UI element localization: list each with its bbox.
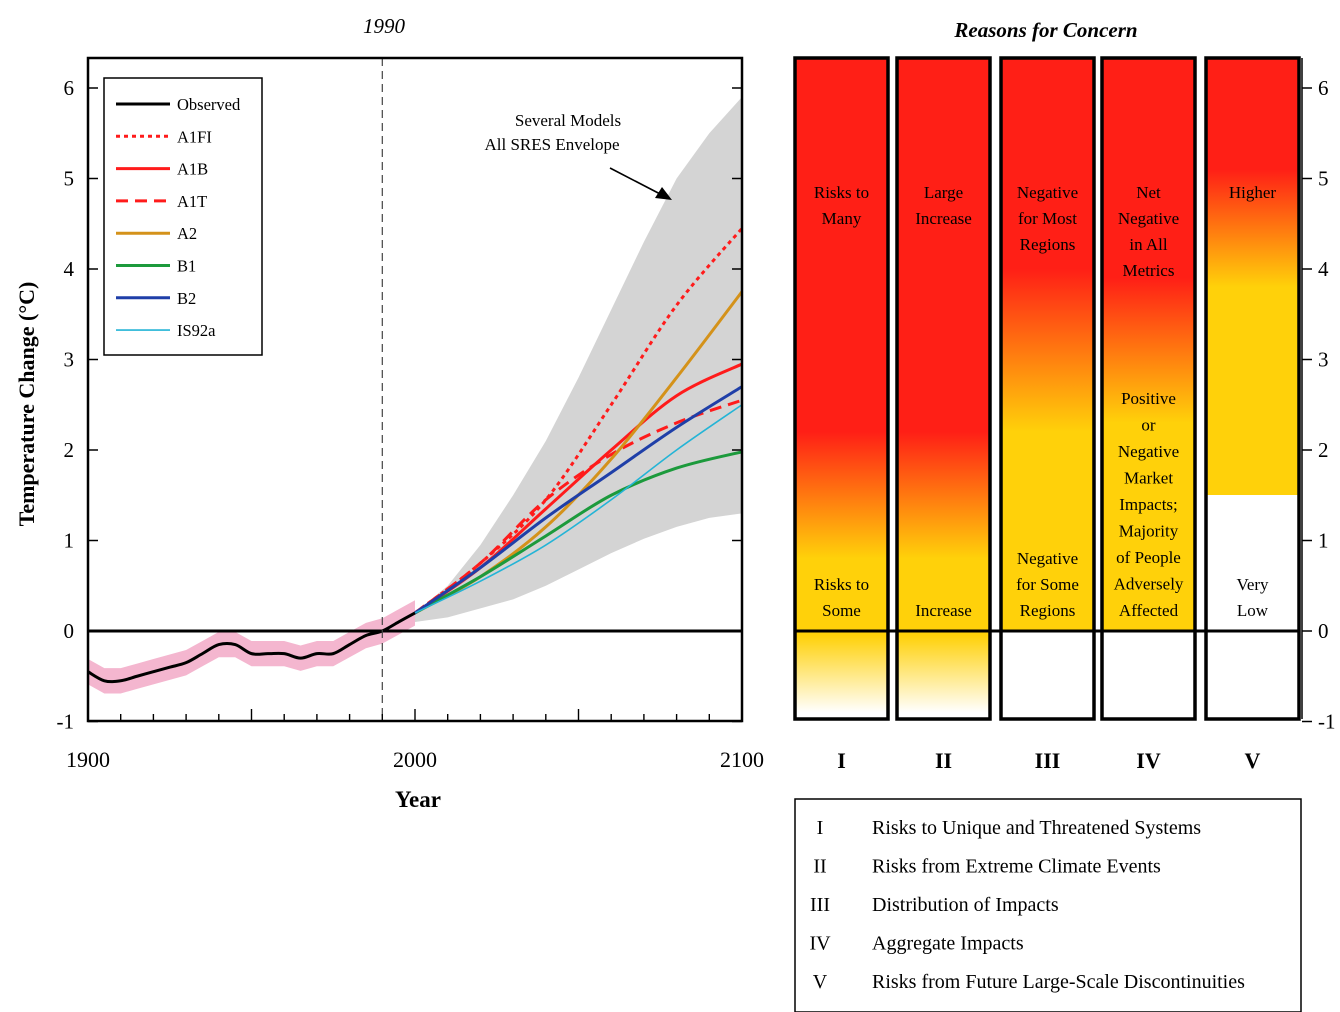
rfc-column-iv: Net Negative in All Metrics Positive or Negati… [1102, 58, 1195, 773]
y-tick-label: 2 [64, 438, 75, 462]
rfc-column-iii: Negative for Most Regions Negative for Some R… [1001, 58, 1094, 773]
rfc-column-i: Risks to Many Risks to Some I [795, 58, 888, 773]
rfc-top-label: Negative [1017, 183, 1078, 202]
rfc-y-tick-label: 4 [1318, 257, 1329, 281]
y-axis-label: Temperature Change (°C) [14, 282, 39, 527]
rfc-bottom-label: Adversely [1114, 575, 1184, 594]
key-numeral: II [813, 856, 826, 878]
rfc-bottom-label: Very [1236, 575, 1269, 594]
key-numeral: III [810, 894, 830, 916]
rfc-column-numeral: III [1035, 748, 1061, 773]
rfc-column-numeral: IV [1136, 748, 1161, 773]
legend: Observed A1FI A1B A1T A2 B1 B2 IS92a [104, 78, 262, 355]
rfc-top-label: Metrics [1123, 261, 1175, 280]
x-tick-label: 2000 [393, 747, 437, 772]
key-description: Risks from Future Large-Scale Discontinu… [872, 971, 1245, 993]
rfc-bottom-label: or [1141, 416, 1156, 435]
key-description: Risks to Unique and Threatened Systems [872, 817, 1201, 839]
rfc-bottom-label: of People [1116, 548, 1181, 567]
rfc-y-tick-label: 3 [1318, 348, 1329, 372]
rfc-top-label: in All [1129, 235, 1168, 254]
rfc-bottom-label: Regions [1020, 601, 1076, 620]
key-description: Distribution of Impacts [872, 894, 1059, 916]
rfc-y-tick-label: 0 [1318, 619, 1329, 643]
y-tick-label: 3 [64, 348, 75, 372]
rfc-column-numeral: II [935, 748, 952, 773]
legend-label: Observed [177, 95, 241, 114]
rfc-bottom-label: Increase [915, 601, 972, 620]
envelope-annotation-line2: All SRES Envelope [484, 135, 619, 154]
y-tick-label: -1 [57, 710, 75, 734]
rfc-right-axis: -1 0 1 2 3 4 5 6 [1302, 58, 1336, 734]
rfc-title: Reasons for Concern [953, 18, 1137, 42]
legend-label: B2 [177, 289, 196, 308]
observed-uncertainty-band [88, 600, 415, 693]
observed-band-layer [88, 600, 415, 693]
rfc-bottom-label: Low [1237, 601, 1269, 620]
annotation-arrow-line [610, 168, 664, 196]
legend-label: B1 [177, 257, 196, 276]
legend-label: A1T [177, 192, 207, 211]
legend-box [104, 78, 262, 355]
rfc-bottom-label: Impacts; [1119, 495, 1178, 514]
rfc-top-label: Regions [1020, 235, 1076, 254]
y-tick-label: 4 [64, 257, 75, 281]
envelope-annotation-line1: Several Models [515, 111, 621, 130]
y-tick-label: 5 [64, 167, 75, 191]
y-tick-label: 6 [64, 76, 75, 100]
rfc-column-numeral: I [837, 748, 846, 773]
x-tick-label: 1900 [66, 747, 110, 772]
rfc-top-label: Negative [1118, 209, 1179, 228]
legend-label: A1FI [177, 127, 212, 146]
rfc-top-label: Higher [1229, 183, 1277, 202]
rfc-bottom-label: Risks to [814, 575, 869, 594]
rfc-bottom-label: Positive [1121, 389, 1176, 408]
rfc-y-tick-label: 2 [1318, 438, 1329, 462]
legend-label: IS92a [177, 321, 216, 340]
rfc-y-tick-label: 1 [1318, 529, 1329, 553]
rfc-column-v: Higher Very Low V [1206, 58, 1299, 773]
rfc-top-label: Risks to [814, 183, 869, 202]
rfc-y-tick-label: -1 [1318, 710, 1336, 734]
rfc-bottom-label: Some [822, 601, 861, 620]
rfc-columns: Risks to Many Risks to Some I Large Increase In… [795, 58, 1299, 773]
rfc-bottom-label: for Some [1016, 575, 1079, 594]
key-numeral: V [813, 971, 828, 993]
rfc-bottom-label: Negative [1118, 442, 1179, 461]
rfc-top-label: Increase [915, 209, 972, 228]
y-tick-label: 1 [64, 529, 75, 553]
y-tick-label: 0 [64, 619, 75, 643]
key-description: Aggregate Impacts [872, 933, 1024, 955]
x-axis-label: Year [395, 787, 441, 812]
temperature-projection-chart: 1990 -1 0 1 2 3 4 5 6 1900 2000 2100 Year Temperat… [14, 14, 764, 812]
rfc-top-label: Net [1136, 183, 1161, 202]
x-tick-label: 2100 [720, 747, 764, 772]
key-numeral: I [817, 817, 824, 839]
rfc-bottom-label: Market [1124, 469, 1173, 488]
key-numeral: IV [809, 933, 831, 955]
rfc-top-label: for Most [1018, 209, 1077, 228]
rfc-bottom-label: Negative [1017, 549, 1078, 568]
rfc-column-numeral: V [1245, 748, 1261, 773]
rfc-y-tick-label: 6 [1318, 76, 1329, 100]
legend-label: A1B [177, 160, 208, 179]
rfc-bottom-label: Majority [1119, 522, 1179, 541]
rfc-top-label: Many [822, 209, 862, 228]
key-description: Risks from Extreme Climate Events [872, 856, 1161, 878]
legend-label: A2 [177, 224, 197, 243]
rfc-bottom-label: Affected [1119, 601, 1179, 620]
rfc-key: I Risks to Unique and Threatened Systems I… [795, 799, 1301, 1012]
rfc-column-ii: Large Increase Increase II [897, 58, 990, 773]
rfc-top-label: Large [924, 183, 963, 202]
rfc-y-tick-label: 5 [1318, 167, 1329, 191]
chart-title: 1990 [363, 14, 406, 38]
